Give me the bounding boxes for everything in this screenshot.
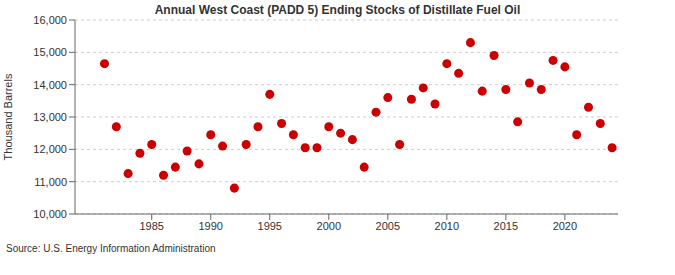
svg-text:2020: 2020: [553, 220, 577, 232]
svg-text:16,000: 16,000: [33, 14, 67, 26]
html-text:Source: U.S. Energy Informatio: Source: U.S. Energy Information Administ…: [6, 243, 216, 254]
svg-text:15,000: 15,000: [33, 46, 67, 58]
svg-text:11,000: 11,000: [34, 176, 67, 188]
svg-text:1990: 1990: [199, 220, 223, 232]
svg-text:14,000: 14,000: [33, 79, 67, 91]
svg-text:Thousand Barrels: Thousand Barrels: [8, 73, 14, 160]
svg-text:13,000: 13,000: [33, 111, 67, 123]
svg-text:2005: 2005: [376, 220, 400, 232]
svg-text:2010: 2010: [435, 220, 459, 232]
svg-text:2015: 2015: [494, 220, 518, 232]
svg-text:1985: 1985: [139, 220, 163, 232]
svg-text:10,000: 10,000: [33, 208, 67, 220]
svg-text:1995: 1995: [258, 220, 282, 232]
svg-text:2000: 2000: [317, 220, 341, 232]
html-text:Annual West Coast (PADD 5) End: Annual West Coast (PADD 5) Ending Stocks…: [154, 3, 521, 17]
svg-text:12,000: 12,000: [33, 143, 67, 155]
